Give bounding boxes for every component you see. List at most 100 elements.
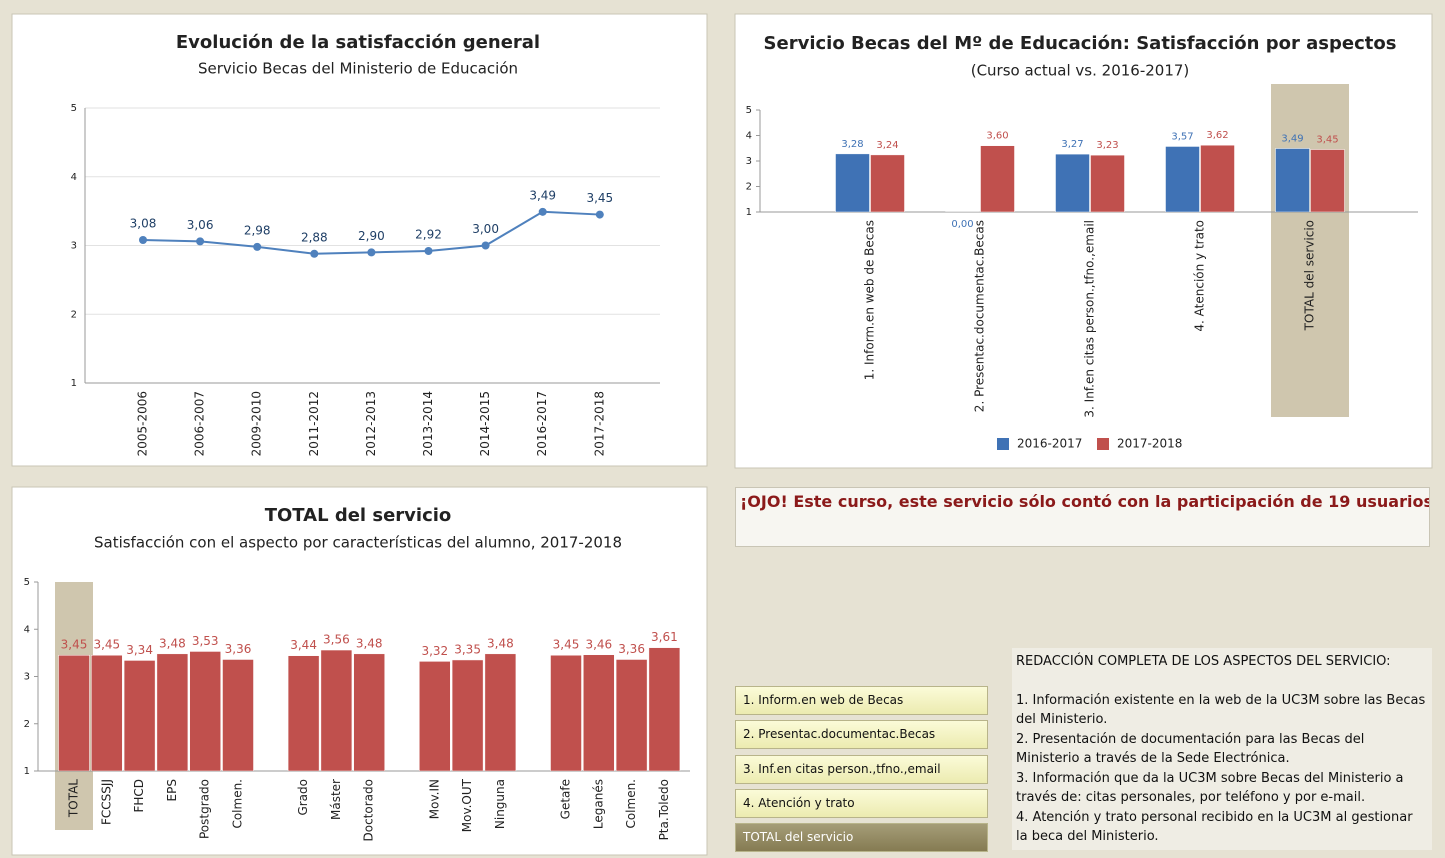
chart-title: TOTAL del servicio <box>265 505 452 526</box>
value-label: 3,48 <box>356 636 383 650</box>
chart-subtitle: Satisfacción con el aspecto por caracter… <box>94 534 622 552</box>
value-label: 3,48 <box>159 636 186 650</box>
bar <box>58 654 90 771</box>
x-tick-label: Ninguna <box>493 779 507 829</box>
y-tick-label: 4 <box>24 624 30 635</box>
value-label: 3,24 <box>876 140 898 151</box>
y-tick-label: 5 <box>71 103 77 114</box>
x-tick-label: TOTAL del servicio <box>1303 220 1317 331</box>
value-label: 3,45 <box>586 191 613 205</box>
bar <box>156 653 189 771</box>
legend-label: 2016-2017 <box>1017 437 1082 451</box>
value-label: 3,00 <box>472 222 499 236</box>
bar <box>648 647 681 771</box>
value-label: 3,32 <box>421 644 448 658</box>
y-tick-label: 2 <box>71 309 77 320</box>
y-tick-label: 1 <box>746 207 752 218</box>
legend-label: 2017-2018 <box>1117 437 1182 451</box>
x-tick-label: 3. Inf.en citas person.,tfno.,email <box>1083 220 1097 418</box>
marker <box>595 210 604 219</box>
value-label: 3,45 <box>93 638 120 652</box>
x-tick-label: 4. Atención y trato <box>1193 220 1207 332</box>
x-tick-label: Máster <box>329 779 343 820</box>
y-tick-label: 1 <box>71 378 77 389</box>
value-label: 3,60 <box>986 131 1008 142</box>
marker <box>139 236 147 244</box>
value-label: 3,45 <box>61 638 88 652</box>
x-tick-label: Grado <box>296 779 310 816</box>
bar <box>287 655 320 771</box>
x-tick-label: 2016-2017 <box>535 391 549 456</box>
description: REDACCIÓN COMPLETA DE LOS ASPECTOS DEL S… <box>1012 648 1432 850</box>
marker <box>310 249 319 258</box>
bar <box>835 153 870 212</box>
aspect-button[interactable]: 1. Inform.en web de Becas <box>735 686 988 715</box>
value-label: 3,35 <box>454 642 481 656</box>
x-tick-label: Getafe <box>559 779 573 819</box>
value-label: 3,53 <box>192 634 219 648</box>
value-label: 2,98 <box>244 223 271 237</box>
y-tick-label: 4 <box>71 172 77 183</box>
bar <box>1165 146 1200 212</box>
y-tick-label: 3 <box>24 672 30 683</box>
marker <box>424 247 433 255</box>
y-tick-label: 3 <box>746 156 752 167</box>
marker <box>481 241 490 250</box>
value-label: 3,23 <box>1096 140 1118 151</box>
value-label: 3,08 <box>130 217 157 231</box>
bar <box>320 649 353 771</box>
bars <box>835 144 1345 212</box>
description-item: 4. Atención y trato personal recibido en… <box>1016 809 1413 845</box>
description-title: REDACCIÓN COMPLETA DE LOS ASPECTOS DEL S… <box>1016 654 1391 669</box>
x-tick-label: 2017-2018 <box>592 391 606 456</box>
x-tick-label: 2011-2012 <box>307 391 321 456</box>
aspect-button[interactable]: TOTAL del servicio <box>735 823 988 853</box>
value-label: 3,06 <box>187 218 214 232</box>
y-tick-label: 2 <box>24 719 30 730</box>
y-tick-label: 5 <box>746 105 752 116</box>
bar <box>222 659 254 771</box>
x-tick-label: FHCD <box>132 779 146 813</box>
y-tick-label: 3 <box>71 241 77 252</box>
bar <box>550 654 582 771</box>
x-tick-label: Mov.IN <box>427 779 441 819</box>
marker <box>196 237 205 246</box>
x-tick-label: 2014-2015 <box>478 391 492 456</box>
aspect-button[interactable]: 4. Atención y trato <box>735 788 988 818</box>
aspect-button[interactable]: 2. Presentac.documentac.Becas <box>735 720 988 750</box>
value-label: 3,61 <box>651 630 678 644</box>
chart-subtitle: Servicio Becas del Ministerio de Educaci… <box>198 60 518 78</box>
value-label: 3,62 <box>1206 130 1228 141</box>
legend-swatch <box>997 438 1009 450</box>
value-label: 3,45 <box>553 638 580 652</box>
x-tick-label: 2005-2006 <box>136 391 150 456</box>
description-item: 1. Información existente en la web de la… <box>1016 692 1426 728</box>
notice: ¡OJO! Este curso, este servicio sólo con… <box>735 487 1430 547</box>
panel <box>11 13 708 467</box>
chart-title: Servicio Becas del Mº de Educación: Sati… <box>764 33 1397 54</box>
bar <box>123 660 156 771</box>
x-tick-label: Mov.OUT <box>460 778 474 832</box>
x-tick-label: 2006-2007 <box>193 391 207 456</box>
value-label: 3,57 <box>1171 131 1193 142</box>
bar <box>91 654 123 771</box>
aspect-button[interactable]: 3. Inf.en citas person.,tfno.,email <box>735 754 988 784</box>
marker <box>538 207 547 216</box>
value-label: 3,49 <box>529 188 556 202</box>
description-item: 2. Presentación de documentación para la… <box>1016 731 1365 767</box>
marker <box>367 248 376 257</box>
bar <box>1310 149 1345 212</box>
bar <box>419 661 451 771</box>
bar <box>1275 148 1310 212</box>
value-label: 3,28 <box>841 139 863 150</box>
x-tick-label: EPS <box>165 779 179 801</box>
value-label: 3,44 <box>290 638 317 652</box>
bar <box>1055 153 1090 212</box>
x-tick-label: Doctorado <box>362 779 376 841</box>
x-tick-label: Pta.Toledo <box>657 779 671 840</box>
value-label: 3,36 <box>225 642 252 656</box>
description-item: 3. Información que da la UC3M sobre Beca… <box>1016 770 1404 806</box>
y-tick-label: 2 <box>746 182 752 193</box>
x-tick-label: Postgrado <box>198 779 212 839</box>
